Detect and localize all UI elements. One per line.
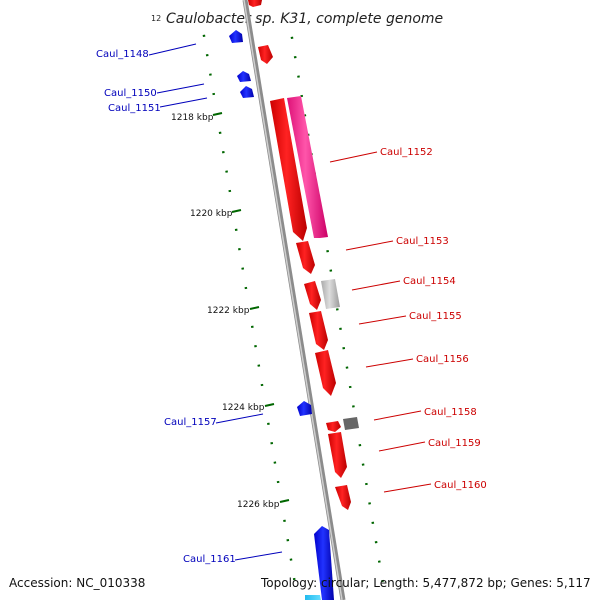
title-fragment: 12 bbox=[151, 14, 161, 23]
kbp-label: 1220 kbp bbox=[190, 209, 233, 219]
kbp-tick-mark bbox=[279, 499, 290, 503]
kbp-label: 1222 kbp bbox=[207, 306, 250, 316]
cyan-feature[interactable] bbox=[305, 595, 321, 600]
label-leader bbox=[351, 280, 401, 291]
gene-label-caul-1161[interactable]: Caul_1161 bbox=[183, 554, 236, 565]
gene-label-caul-1148[interactable]: Caul_1148 bbox=[96, 49, 149, 60]
gene-label-caul-1152[interactable]: Caul_1152 bbox=[380, 147, 433, 158]
label-leader bbox=[373, 410, 422, 421]
pseudo-feature-magenta[interactable] bbox=[287, 96, 328, 238]
cds-feature-1155[interactable] bbox=[309, 311, 328, 350]
kbp-tick-mark bbox=[264, 403, 275, 407]
reverse-gene-labels: Caul_1148 Caul_1150 Caul_1151 Caul_1157 … bbox=[96, 43, 283, 565]
label-leader bbox=[378, 441, 426, 452]
cds-feature-small[interactable] bbox=[258, 45, 273, 64]
gene-label-caul-1155[interactable]: Caul_1155 bbox=[409, 311, 462, 322]
kbp-tick-mark bbox=[231, 209, 242, 213]
label-leader bbox=[365, 358, 414, 368]
kbp-label: 1218 kbp bbox=[171, 113, 214, 123]
cds-feature-long[interactable] bbox=[270, 98, 307, 241]
label-leader bbox=[148, 43, 197, 56]
cds-feature-1161[interactable] bbox=[314, 526, 334, 600]
cds-feature-1156[interactable] bbox=[315, 350, 336, 396]
accession-text: Accession: NC_010338 bbox=[9, 576, 145, 590]
cds-feature-1151[interactable] bbox=[240, 86, 254, 98]
cds-feature-1154[interactable] bbox=[304, 281, 321, 310]
dark-grey-feature-1158[interactable] bbox=[343, 417, 359, 430]
cds-feature-1153[interactable] bbox=[296, 241, 315, 274]
cds-feature-1148[interactable] bbox=[229, 30, 243, 43]
cds-feature-top-partial[interactable] bbox=[248, 0, 262, 7]
gene-label-caul-1150[interactable]: Caul_1150 bbox=[104, 88, 157, 99]
label-leader bbox=[159, 97, 208, 108]
gene-label-caul-1160[interactable]: Caul_1160 bbox=[434, 480, 487, 491]
kbp-ticks: 1218 kbp 1220 kbp 1222 kbp 1224 kbp 1226… bbox=[171, 112, 290, 510]
kbp-tick-mark bbox=[212, 112, 223, 116]
gene-label-caul-1153[interactable]: Caul_1153 bbox=[396, 236, 449, 247]
genome-backbone bbox=[242, 0, 346, 600]
label-leader bbox=[383, 483, 432, 493]
genome-backbone-highlight bbox=[243, 0, 343, 600]
cds-feature-1157[interactable] bbox=[297, 401, 312, 416]
reverse-features bbox=[229, 30, 334, 600]
label-leader bbox=[329, 151, 378, 163]
kbp-label: 1224 kbp bbox=[222, 403, 265, 413]
gene-label-caul-1154[interactable]: Caul_1154 bbox=[403, 276, 456, 287]
gene-label-caul-1157[interactable]: Caul_1157 bbox=[164, 417, 217, 428]
label-leader bbox=[215, 413, 264, 424]
cds-feature-1150[interactable] bbox=[237, 71, 251, 82]
left-dotted-ring bbox=[202, 34, 296, 581]
cds-feature-1159[interactable] bbox=[328, 432, 347, 478]
forward-gene-labels: Caul_1152 Caul_1153 Caul_1154 Caul_1155 … bbox=[329, 147, 487, 493]
grey-feature-1154[interactable] bbox=[321, 279, 340, 309]
map-title: Caulobacter sp. K31, complete genome bbox=[166, 11, 443, 27]
label-leader bbox=[234, 551, 283, 561]
gene-label-caul-1156[interactable]: Caul_1156 bbox=[416, 354, 469, 365]
gene-label-caul-1151[interactable]: Caul_1151 bbox=[108, 103, 161, 114]
kbp-label: 1226 kbp bbox=[237, 500, 280, 510]
gene-label-caul-1159[interactable]: Caul_1159 bbox=[428, 438, 481, 449]
label-leader bbox=[358, 315, 407, 325]
forward-features bbox=[248, 0, 359, 510]
label-leader bbox=[345, 240, 394, 251]
kbp-tick-mark bbox=[249, 306, 260, 310]
cds-feature-1158[interactable] bbox=[326, 421, 341, 432]
genome-summary-text: Topology: circular; Length: 5,477,872 bp… bbox=[260, 576, 591, 590]
cds-feature-1160[interactable] bbox=[335, 485, 351, 510]
gene-label-caul-1158[interactable]: Caul_1158 bbox=[424, 407, 477, 418]
label-leader bbox=[156, 83, 205, 94]
